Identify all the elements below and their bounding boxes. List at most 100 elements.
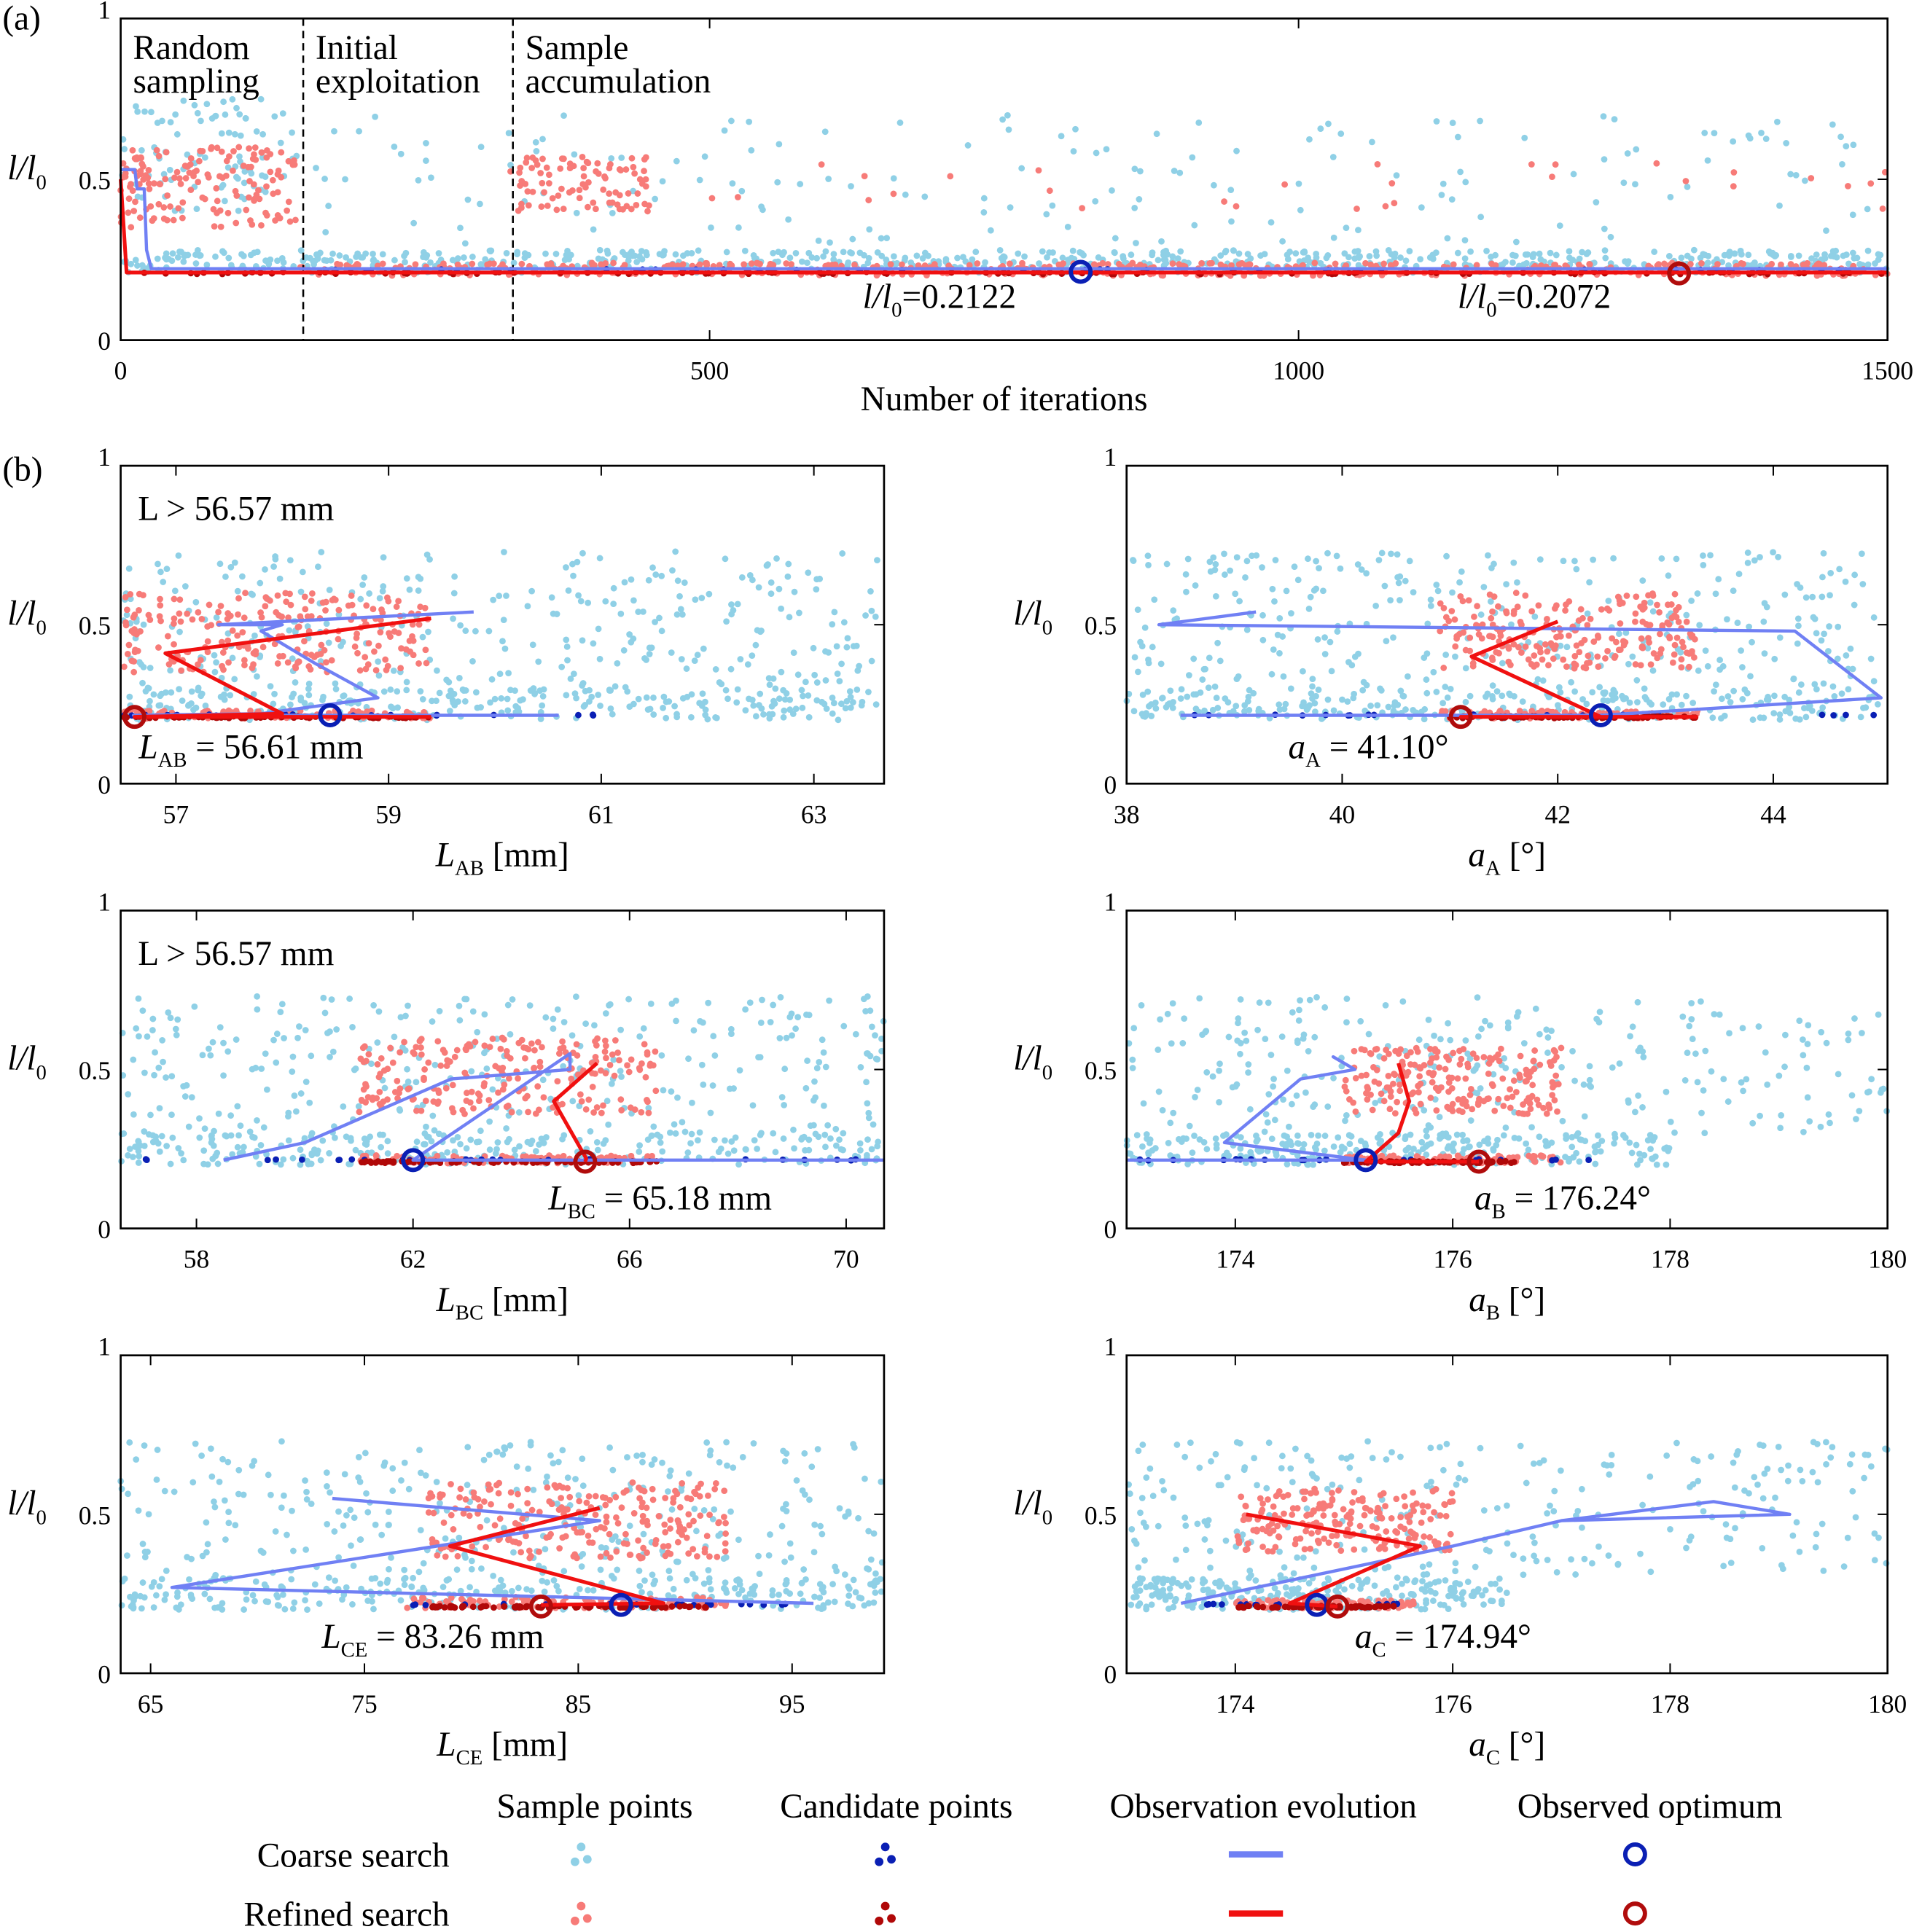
refined-sample-point [1566, 632, 1572, 639]
coarse-sample-point [472, 627, 479, 635]
coarse-sample-point [1417, 256, 1424, 263]
refined-sample-point [376, 1088, 383, 1095]
coarse-sample-point [647, 1000, 655, 1007]
refined-sample-point [611, 1072, 618, 1079]
refined-sample-point [129, 146, 136, 154]
coarse-sample-point [528, 587, 535, 595]
refined-sample-point [1787, 261, 1794, 267]
refined-sample-point [735, 194, 741, 200]
refined-sample-point [577, 1091, 584, 1098]
coarse-sample-point [1190, 691, 1198, 698]
phase-label: Random [133, 29, 249, 67]
coarse-sample-point [652, 195, 659, 203]
coarse-sample-point [1120, 255, 1127, 262]
coarse-sample-point [469, 254, 476, 260]
x-label-main: L [436, 1281, 456, 1319]
coarse-sample-point [635, 609, 642, 615]
refined-sample-point [627, 1104, 634, 1111]
coarse-sample-point [199, 1052, 206, 1059]
refined-sample-point [832, 261, 839, 268]
refined-sample-point [618, 1107, 625, 1114]
refined-sample-point [285, 614, 292, 621]
refined-sample-point [157, 595, 163, 603]
coarse-sample-point [477, 704, 484, 711]
coarse-sample-point [234, 587, 241, 595]
coarse-sample-point [802, 678, 809, 686]
coarse-sample-point [1321, 651, 1329, 657]
coarse-sample-point [1552, 251, 1560, 259]
refined-sample-point [348, 592, 355, 599]
coarse-sample-point [391, 257, 398, 264]
refined-sample-point [190, 173, 197, 179]
refined-sample-point [384, 662, 391, 670]
refined-optimum-marker [122, 705, 147, 730]
coarse-sample-point [202, 703, 209, 709]
coarse-sample-point [815, 1133, 822, 1141]
coarse-sample-point [419, 633, 426, 641]
refined-sample-point [560, 206, 567, 213]
coarse-sample-point [748, 146, 755, 154]
refined-sample-point [171, 641, 177, 648]
coarse-sample-point [520, 696, 526, 703]
refined-sample-point [617, 167, 625, 173]
coarse-sample-point [192, 260, 200, 267]
coarse-sample-point [758, 627, 765, 634]
coarse-sample-point [1243, 558, 1251, 565]
coarse-sample-point [1138, 711, 1146, 718]
coarse-sample-point [456, 1017, 464, 1024]
coarse-sample-point [1667, 194, 1674, 200]
coarse-sample-point [1236, 598, 1243, 605]
coarse-sample-point [175, 552, 182, 559]
coarse-sample-point [150, 691, 157, 698]
coarse-sample-point [1235, 673, 1242, 680]
coarse-sample-point [711, 1052, 719, 1059]
refined-sample-point [595, 170, 602, 177]
coarse-sample-point [1195, 120, 1203, 126]
coarse-sample-point [857, 1063, 864, 1071]
coarse-sample-point [1602, 254, 1609, 262]
coarse-sample-point [172, 111, 179, 118]
coarse-sample-point [436, 1008, 443, 1014]
coarse-sample-point [783, 689, 790, 697]
annotation-sub: A [1305, 748, 1321, 772]
refined-sample-point [783, 260, 790, 267]
coarse-sample-point [372, 113, 379, 120]
coarse-sample-point [1860, 704, 1867, 711]
coarse-sample-point [1333, 552, 1340, 560]
coarse-sample-point [1261, 251, 1268, 258]
coarse-sample-point [1461, 237, 1469, 243]
coarse-sample-point [1461, 255, 1469, 262]
coarse-sample-point [1157, 660, 1165, 668]
coarse-sample-point [381, 1084, 388, 1092]
refined-sample-point [557, 165, 564, 172]
coarse-sample-point [1111, 249, 1118, 256]
refined-sample-point [215, 609, 222, 616]
coarse-sample-point [1305, 555, 1311, 563]
coarse-sample-point [180, 1157, 187, 1164]
coarse-sample-point [1847, 645, 1854, 652]
coarse-sample-point [270, 700, 277, 708]
coarse-sample-point [1749, 638, 1755, 646]
refined-sample-point [585, 179, 592, 186]
refined-sample-point [602, 1042, 609, 1049]
annotation-symbol: l/l [863, 278, 891, 316]
coarse-sample-point [1845, 686, 1852, 693]
refined-sample-point [177, 180, 184, 187]
coarse-sample-point [799, 258, 805, 265]
refined-sample-point [274, 189, 281, 196]
coarse-sample-point [1492, 251, 1499, 259]
coarse-sample-point [677, 606, 684, 613]
refined-sample-point [417, 603, 424, 611]
refined-sample-point [1665, 601, 1671, 609]
refined-sample-point [1459, 598, 1466, 605]
coarse-sample-point [509, 996, 516, 1003]
refined-sample-point [628, 155, 636, 162]
coarse-sample-point [847, 694, 854, 700]
coarse-sample-point [272, 553, 279, 560]
refined-sample-point [145, 166, 152, 173]
coarse-sample-point [1447, 685, 1454, 692]
coarse-sample-point [1579, 249, 1585, 256]
coarse-sample-point [813, 679, 821, 686]
refined-sample-point [476, 1092, 483, 1099]
coarse-sample-point [196, 252, 203, 259]
